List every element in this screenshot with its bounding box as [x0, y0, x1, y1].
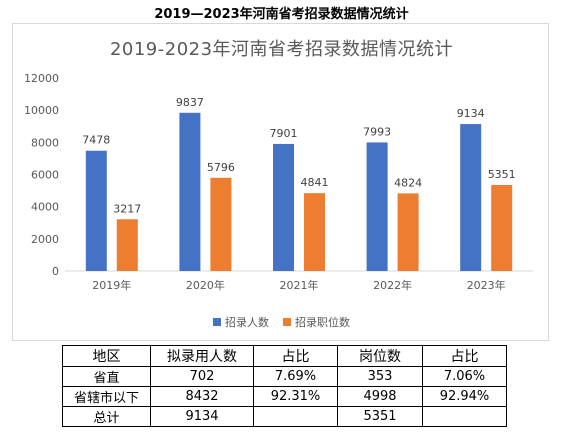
- table-cell: 702: [150, 366, 254, 387]
- table-cell: 省直: [62, 366, 151, 387]
- table-cell: 5351: [337, 406, 423, 427]
- table-header-row: 地区 拟录用人数 占比 岗位数 占比: [62, 345, 507, 367]
- bar-positions: [397, 193, 419, 271]
- legend-swatch-positions: [283, 318, 291, 326]
- bar-chart: 0 2000 4000 6000 8000 10000 12000 7478 3217 2019年…: [24, 72, 533, 292]
- bar-recruits: [366, 142, 388, 271]
- table-cell: [253, 406, 338, 427]
- x-tick-label: 2021年: [280, 278, 319, 292]
- bar-positions: [304, 193, 325, 271]
- table-header-cell: 拟录用人数: [150, 345, 254, 367]
- x-tick-label: 2020年: [186, 278, 225, 292]
- table-row: 省辖市以下 8432 92.31% 4998 92.94%: [62, 386, 507, 407]
- x-tick-label: 2019年: [92, 278, 131, 292]
- data-label: 9134: [457, 107, 485, 120]
- chart-container: 2019-2023年河南省考招录数据情况统计 0 2000 4000 6000 8000…: [12, 23, 549, 341]
- y-tick-label: 12000: [24, 72, 59, 85]
- table-cell: 353: [337, 366, 423, 387]
- legend-swatch-recruits: [213, 318, 221, 326]
- legend-label-recruits: 招录人数: [225, 316, 269, 329]
- bar-recruits: [460, 124, 482, 271]
- table-cell: 7.06%: [422, 366, 507, 387]
- data-label: 7478: [82, 134, 110, 147]
- bar-recruits: [85, 150, 107, 271]
- y-tick-label: 10000: [24, 104, 59, 117]
- chart-legend: 招录人数 招录职位数: [13, 314, 550, 330]
- table-header-cell: 地区: [62, 345, 151, 367]
- data-label: 4841: [301, 176, 329, 189]
- bar-positions: [491, 184, 513, 271]
- bar-positions: [116, 219, 138, 271]
- table-row: 总计 9134 5351: [62, 406, 507, 427]
- legend-label-positions: 招录职位数: [295, 316, 350, 329]
- legend-item-recruits: 招录人数: [213, 314, 269, 330]
- table-cell: 92.31%: [253, 386, 338, 407]
- data-label: 7901: [270, 127, 298, 140]
- data-label: 9837: [176, 96, 204, 109]
- data-label: 3217: [113, 202, 141, 215]
- table-header-cell: 岗位数: [337, 345, 423, 367]
- stats-table: 地区 拟录用人数 占比 岗位数 占比 省直 702 7.69% 353 7.06…: [62, 345, 507, 427]
- y-tick-label: 8000: [31, 136, 59, 149]
- table-cell: 7.69%: [253, 366, 338, 387]
- y-tick-label: 4000: [31, 201, 59, 214]
- table-cell: 4998: [337, 386, 423, 407]
- table-header-cell: 占比: [253, 345, 338, 367]
- table-cell: 8432: [150, 386, 254, 407]
- chart-title: 2019-2023年河南省考招录数据情况统计: [109, 39, 454, 60]
- page-title: 2019—2023年河南省考招录数据情况统计: [154, 7, 409, 22]
- table-cell: 省辖市以下: [62, 386, 151, 407]
- data-label: 5351: [488, 168, 516, 181]
- bar-recruits: [273, 143, 294, 271]
- table-cell: 92.94%: [422, 386, 507, 407]
- bar-recruits: [179, 112, 201, 271]
- x-tick-label: 2022年: [373, 278, 412, 292]
- y-tick-label: 0: [52, 265, 59, 278]
- table-row: 省直 702 7.69% 353 7.06%: [62, 366, 507, 387]
- y-tick-label: 6000: [31, 169, 59, 182]
- x-tick-label: 2023年: [467, 278, 506, 292]
- table-cell: [422, 406, 507, 427]
- data-label: 7993: [363, 125, 391, 138]
- data-label: 4824: [394, 176, 422, 189]
- table-cell: 9134: [150, 406, 254, 427]
- data-label: 5796: [207, 161, 235, 174]
- table-cell: 总计: [62, 406, 151, 427]
- bar-positions: [210, 177, 232, 271]
- table-header-cell: 占比: [422, 345, 507, 367]
- y-tick-label: 2000: [31, 233, 59, 246]
- legend-item-positions: 招录职位数: [283, 314, 350, 330]
